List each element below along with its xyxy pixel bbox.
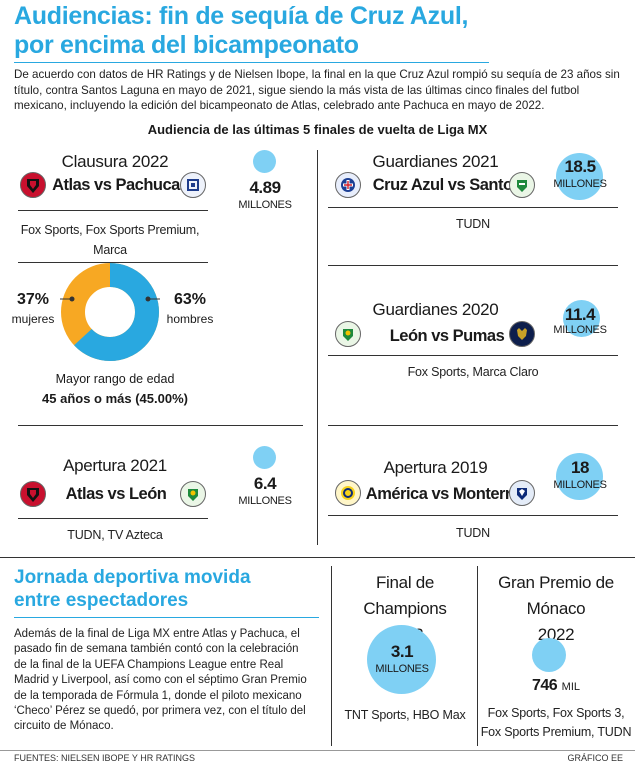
monterrey-logo-icon [509, 480, 535, 506]
champions-value: 3.1 [390, 642, 414, 661]
apertura2019-value: 18 [571, 458, 589, 477]
section2-underline [14, 617, 319, 618]
column-divider [317, 150, 318, 545]
men-label: hombres [166, 312, 214, 326]
santos-logo-icon [509, 172, 535, 198]
monaco-value: 746 [532, 677, 558, 694]
women-pct: 37% [16, 291, 50, 308]
guardianes2021-title: Guardianes 2021 [372, 152, 499, 171]
apertura2021-value: 6.4 [253, 474, 277, 493]
guardianes2021-unit: MILLONES [553, 178, 607, 190]
apertura2019-unit: MILLONES [553, 479, 607, 491]
divider [328, 265, 618, 266]
guardianes2021-match: Cruz Azul vs Santos [372, 176, 522, 194]
section2-body: Además de la final de Liga MX entre Atla… [14, 628, 307, 733]
america-logo-icon [335, 480, 361, 506]
footer-sources: FUENTES: NIELSEN IBOPE Y HR RATINGS [14, 753, 196, 763]
apertura2019-title: Apertura 2019 [383, 458, 488, 477]
women-label: mujeres [11, 312, 55, 326]
age-range-label: Mayor rango de edad [55, 372, 175, 386]
clausura2022-value: 4.89 [249, 178, 281, 197]
guardianes2021-channels: TUDN [456, 217, 490, 231]
footer-credit: GRÁFICO EE [567, 753, 623, 763]
apertura2021-title: Apertura 2021 [63, 456, 167, 475]
apertura2021-match: Atlas vs León [65, 485, 167, 503]
guardianes2021-value: 18.5 [564, 157, 596, 176]
apertura2019-bubble [556, 453, 603, 500]
apertura2021-bubble [253, 446, 276, 469]
apertura2021-channels: TUDN, TV Azteca [67, 528, 163, 542]
guardianes2020-match: León vs Pumas [389, 327, 505, 345]
champions-channels: TNT Sports, HBO Max [344, 708, 466, 722]
monaco-value-group: 746 MIL [480, 677, 632, 695]
guardianes2020-unit: MILLONES [553, 324, 607, 336]
champions-bubble [367, 625, 436, 694]
divider [328, 515, 618, 516]
atlas-logo-icon [20, 481, 46, 507]
divider [18, 210, 208, 211]
clausura2022-title: Clausura 2022 [61, 152, 169, 171]
clausura2022-match: Atlas vs Pachuca [52, 176, 180, 194]
men-leader-dot [145, 296, 151, 302]
champions-unit: MILLONES [375, 663, 429, 675]
divider [328, 355, 618, 356]
page-title: Audiencias: fin de sequía de Cruz Azul, … [14, 2, 469, 59]
atlas-logo-icon [20, 172, 46, 198]
column-divider [477, 566, 478, 746]
women-leader-dot [69, 296, 75, 302]
guardianes2020-bubble [563, 300, 600, 337]
pumas-logo-icon [509, 321, 535, 347]
section2-heading: Jornada deportiva movida entre espectado… [14, 567, 251, 611]
monaco-bubble [532, 638, 566, 672]
monaco-unit: MIL [561, 681, 580, 693]
guardianes2021-bubble [556, 153, 603, 200]
divider [18, 518, 208, 519]
footer-divider [0, 750, 635, 751]
monaco-title: Gran Premio de Mónaco 2022 [498, 573, 614, 644]
pachuca-logo-icon [180, 172, 206, 198]
donut-slice-men [61, 263, 159, 361]
divider [18, 425, 303, 426]
intro-text: De acuerdo con datos de HR Ratings y de … [14, 68, 620, 112]
monaco-channels: Fox Sports, Fox Sports 3, Fox Sports Pre… [480, 706, 632, 739]
column-divider [331, 566, 332, 746]
divider [328, 207, 618, 208]
apertura2019-channels: TUDN [456, 526, 490, 540]
leon-logo-icon [180, 481, 206, 507]
title-underline [14, 62, 489, 63]
apertura2021-unit: MILLONES [238, 495, 292, 507]
guardianes2020-title: Guardianes 2020 [372, 300, 499, 319]
clausura2022-bubble [253, 150, 276, 173]
section-subhead: Audiencia de las últimas 5 finales de vu… [147, 122, 488, 137]
section-divider [0, 557, 635, 558]
apertura2019-match: América vs Monterrey [365, 485, 529, 503]
clausura2022-unit: MILLONES [238, 199, 292, 211]
audience-donut-chart [60, 263, 160, 361]
leon-logo-icon [335, 321, 361, 347]
guardianes2020-channels: Fox Sports, Marca Claro [407, 365, 539, 379]
guardianes2020-value: 11.4 [564, 305, 596, 324]
age-range-value: 45 años o más (45.00%) [42, 391, 188, 406]
divider [328, 425, 618, 426]
cruz-azul-logo-icon [335, 172, 361, 198]
divider [18, 262, 208, 263]
men-pct: 63% [173, 291, 207, 308]
